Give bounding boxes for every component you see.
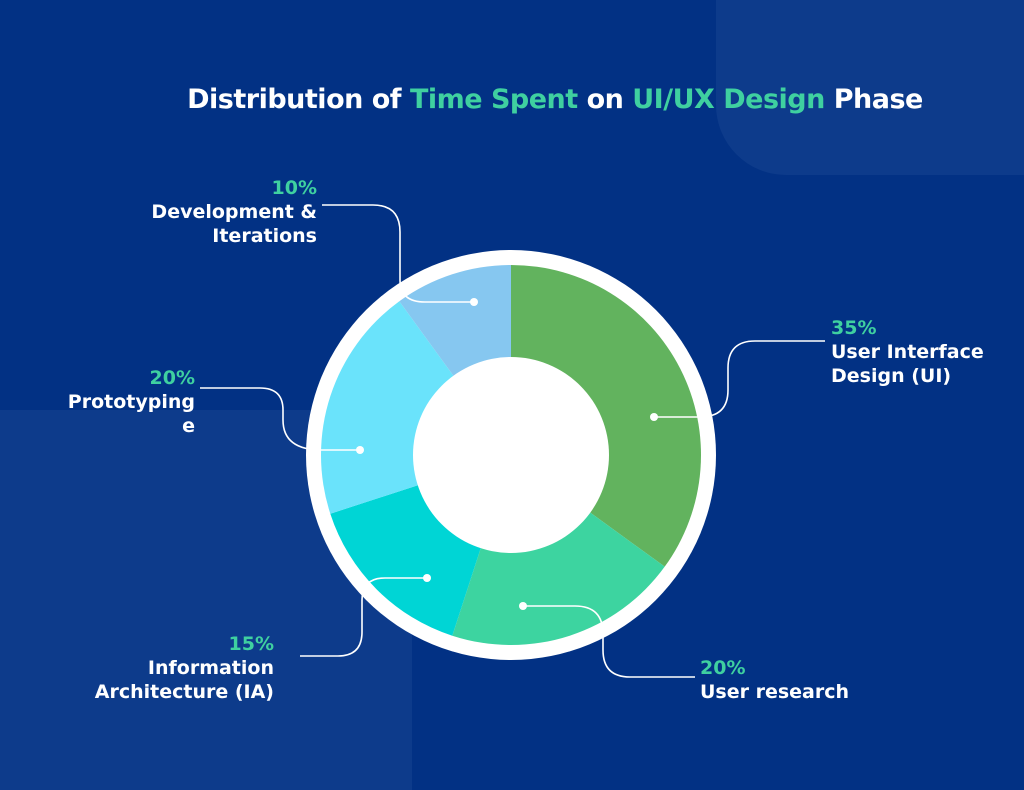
title-text: Phase (824, 84, 924, 115)
slice-label-ia: 15% Information Architecture (IA) (95, 632, 274, 704)
slice-label-ui: 35% User Interface Design (UI) (831, 316, 984, 388)
slice-label-line: e (182, 415, 195, 437)
title-text: on (577, 84, 633, 115)
slice-pct: 20% (149, 367, 195, 389)
slice-label-line: Design (UI) (831, 365, 952, 387)
slice-label-line: Development & (151, 201, 317, 223)
leader-dot (423, 574, 431, 582)
background-shape-top-right (716, 0, 1024, 175)
chart-title: Distribution of Time Spent on UI/UX Desi… (0, 84, 1024, 115)
leader-line (300, 577, 427, 657)
donut-chart (200, 204, 825, 678)
title-text: Distribution of (187, 84, 410, 115)
title-accent: Time Spent (409, 84, 578, 115)
donut-hole (413, 357, 609, 553)
leader-line (322, 204, 474, 303)
slice-label-line: User research (700, 681, 850, 703)
leader-line (654, 340, 825, 418)
leader-line (200, 387, 360, 451)
leader-dot (519, 602, 527, 610)
slice-pct: 15% (228, 633, 274, 655)
slice-label-line: Prototyping (67, 391, 195, 413)
slice-label-prototyping: 20% Prototyping e (68, 366, 195, 438)
leader-dot (356, 446, 364, 454)
slice-pct: 10% (271, 177, 317, 199)
slice-pct: 20% (700, 657, 746, 679)
donut-slice (511, 265, 702, 567)
slice-label-development: 10% Development & Iterations (151, 176, 317, 248)
slice-label-research: 20% User research (700, 656, 849, 704)
slice-label-line: User Interface (831, 341, 984, 363)
title-accent: UI/UX Design (632, 84, 825, 115)
leader-line (523, 605, 695, 678)
slice-label-line: Architecture (IA) (94, 681, 274, 703)
leader-dot (470, 298, 478, 306)
slice-label-line: Iterations (212, 225, 317, 247)
leader-dot (650, 413, 658, 421)
slice-pct: 35% (831, 317, 877, 339)
slice-label-line: Information (147, 657, 274, 679)
